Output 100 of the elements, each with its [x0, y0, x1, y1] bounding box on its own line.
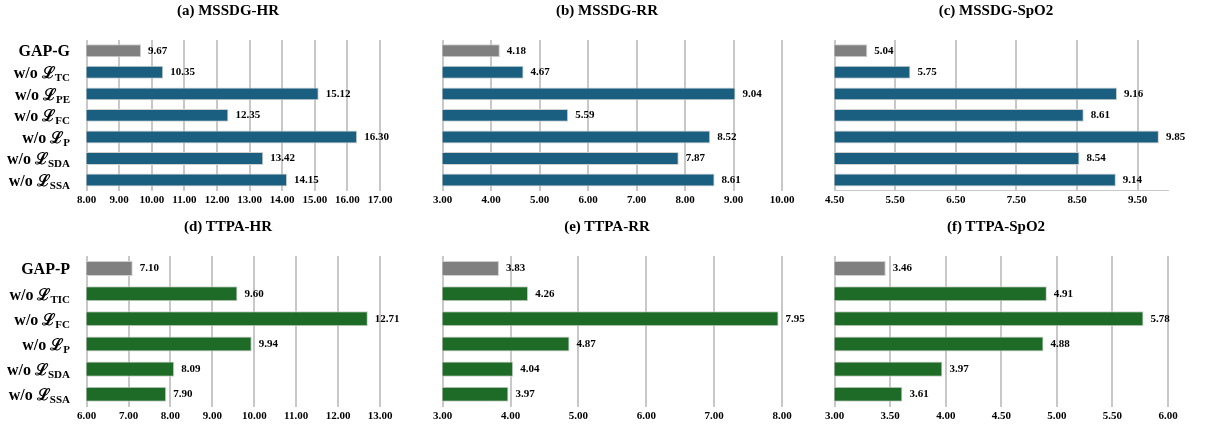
x-tick-label: 17.00	[367, 193, 393, 206]
chart-title: (e) TTPA-RR	[564, 217, 650, 235]
x-tick-label: 8.00	[160, 409, 181, 422]
x-tick-label: 6.00	[578, 193, 599, 206]
x-tick-label: 7.50	[1006, 193, 1027, 206]
data-label: 7.90	[173, 387, 194, 400]
x-tick-label: 14.00	[269, 193, 296, 206]
x-tick-label: 8.50	[1067, 193, 1088, 206]
y-tick-label: w/o ℒ$_{PE}$	[14, 84, 70, 105]
x-tick-label: 10.00	[139, 193, 165, 206]
data-label: 5.78	[1150, 311, 1171, 324]
data-label: 8.09	[181, 361, 201, 374]
data-label: 7.95	[785, 311, 806, 324]
x-tick-label: 8.00	[675, 193, 696, 206]
chart-title: (f) TTPA-SpO2	[946, 217, 1046, 235]
data-label: 9.60	[244, 286, 265, 299]
data-label: 8.61	[721, 172, 741, 185]
y-tick-label: GAP-P	[21, 259, 70, 278]
y-tick-label: w/o ℒ$_{FC}$	[14, 309, 70, 330]
chart-title: (c) MSSDG-SpO2	[938, 1, 1054, 19]
data-label: 3.46	[892, 261, 913, 274]
data-label: 9.94	[258, 336, 279, 349]
x-tick-label: 11.00	[172, 193, 197, 206]
x-tick-label: 5.00	[568, 409, 589, 422]
x-tick-label: 8.00	[772, 409, 793, 422]
data-label: 8.61	[1090, 108, 1110, 121]
x-tick-label: 5.50	[885, 193, 906, 206]
x-tick-label: 12.00	[204, 193, 230, 206]
chart-title: (b) MSSDG-RR	[555, 1, 659, 19]
x-tick-label: 5.00	[529, 193, 550, 206]
x-tick-label: 3.00	[433, 409, 453, 422]
data-label: 13.42	[270, 151, 296, 164]
x-tick-label: 6.00	[636, 409, 657, 422]
x-tick-label: 3.00	[825, 409, 845, 422]
data-label: 9.67	[148, 43, 168, 56]
x-tick-label: 13.00	[237, 193, 263, 206]
y-tick-label: w/o ℒ$_{P}$	[22, 334, 70, 355]
data-label: 4.88	[1050, 336, 1071, 349]
x-tick-label: 9.00	[202, 409, 223, 422]
data-label: 4.87	[576, 336, 597, 349]
data-label: 3.97	[949, 361, 970, 374]
x-tick-label: 11.00	[284, 409, 309, 422]
data-label: 3.97	[515, 387, 536, 400]
x-tick-label: 16.00	[335, 193, 361, 206]
data-label: 4.67	[530, 65, 551, 78]
y-tick-label: w/o ℒ$_{SSA}$	[8, 385, 70, 406]
y-tick-label: w/o ℒ$_{TC}$	[13, 63, 70, 84]
x-tick-label: 8.00	[77, 193, 97, 206]
x-tick-label: 4.00	[481, 193, 502, 206]
x-tick-label: 6.00	[1158, 409, 1179, 422]
x-tick-label: 7.00	[704, 409, 725, 422]
data-label: 14.15	[294, 172, 320, 185]
x-tick-label: 3.00	[433, 193, 453, 206]
x-tick-label: 15.00	[302, 193, 328, 206]
y-tick-label: GAP-G	[18, 41, 70, 60]
x-tick-label: 5.50	[1102, 409, 1123, 422]
data-label: 16.30	[364, 129, 390, 142]
x-tick-label: 13.00	[367, 409, 393, 422]
x-tick-label: 6.00	[77, 409, 97, 422]
data-label: 9.14	[1122, 172, 1143, 185]
x-tick-label: 4.50	[825, 193, 845, 206]
data-label: 8.54	[1086, 151, 1107, 164]
x-tick-label: 5.00	[1047, 409, 1067, 422]
data-label: 9.16	[1124, 86, 1144, 99]
data-label: 4.26	[535, 286, 555, 299]
data-label: 15.12	[325, 86, 351, 99]
x-tick-label: 4.00	[500, 409, 521, 422]
y-tick-label: w/o ℒ$_{FC}$	[14, 106, 70, 127]
y-tick-label: w/o ℒ$_{P}$	[22, 127, 70, 148]
data-label: 7.87	[685, 151, 706, 164]
x-tick-label: 3.50	[880, 409, 901, 422]
y-tick-label: w/o ℒ$_{SDA}$	[6, 360, 70, 381]
x-tick-label: 9.50	[1128, 193, 1148, 206]
data-label: 5.75	[917, 65, 938, 78]
data-label: 4.18	[506, 43, 527, 56]
data-label: 9.85	[1165, 129, 1186, 142]
x-tick-label: 9.00	[109, 193, 130, 206]
data-label: 8.52	[717, 129, 737, 142]
chart-title: (a) MSSDG-HR	[176, 1, 280, 19]
chart-title: (d) TTPA-HR	[183, 217, 273, 235]
x-tick-label: 7.00	[626, 193, 647, 206]
data-label: 10.35	[170, 65, 196, 78]
data-label: 3.83	[505, 261, 526, 274]
y-tick-label: w/o ℒ$_{TIC}$	[9, 284, 70, 305]
x-tick-label: 7.00	[118, 409, 139, 422]
x-tick-label: 10.00	[241, 409, 268, 422]
x-tick-label: 4.50	[991, 409, 1012, 422]
data-label: 7.10	[139, 261, 160, 274]
x-tick-label: 12.00	[325, 409, 351, 422]
x-tick-label: 6.50	[946, 193, 966, 206]
x-tick-label: 4.00	[936, 409, 956, 422]
data-label: 4.04	[520, 361, 540, 374]
data-label: 3.61	[909, 387, 929, 400]
data-label: 12.71	[374, 311, 400, 324]
x-tick-label: 10.00	[769, 193, 795, 206]
data-label: 12.35	[235, 108, 261, 121]
y-tick-label: w/o ℒ$_{SSA}$	[8, 171, 70, 192]
data-label: 5.59	[575, 108, 595, 121]
y-tick-label: w/o ℒ$_{SDA}$	[6, 149, 70, 170]
data-label: 5.04	[874, 43, 895, 56]
